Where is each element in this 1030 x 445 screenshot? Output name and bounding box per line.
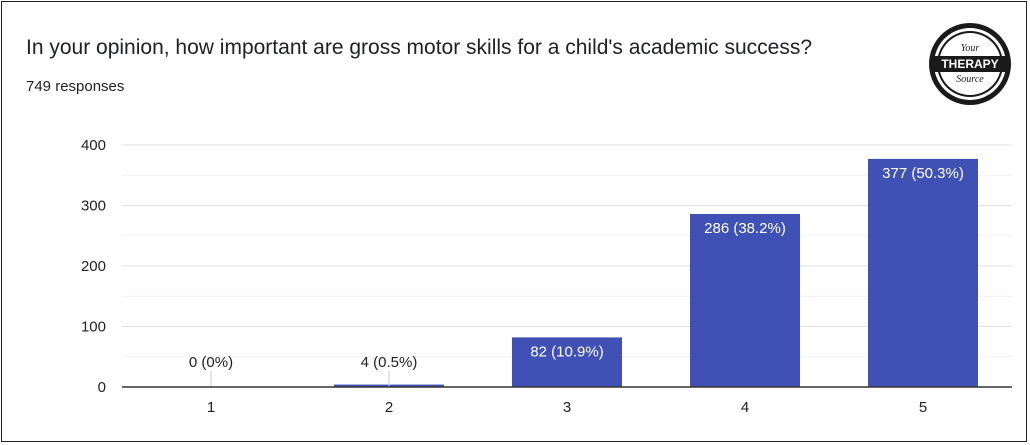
y-tick-label: 0 bbox=[98, 379, 106, 396]
y-tick-label: 400 bbox=[81, 137, 106, 154]
logo-text-source: Source bbox=[956, 74, 984, 85]
data-label: 286 (38.2%) bbox=[704, 220, 786, 237]
logo-text-your: Your bbox=[961, 43, 980, 54]
x-tick-label: 4 bbox=[741, 399, 749, 416]
therapy-source-logo: Your THERAPY Source bbox=[929, 23, 1011, 105]
data-label: 0 (0%) bbox=[189, 354, 233, 371]
response-count: 749 responses bbox=[26, 78, 125, 95]
bar bbox=[690, 213, 800, 387]
logo-text-therapy: THERAPY bbox=[941, 57, 998, 71]
data-label: 82 (10.9%) bbox=[530, 343, 603, 360]
x-tick-label: 5 bbox=[919, 399, 927, 416]
y-tick-label: 100 bbox=[81, 319, 106, 336]
bar bbox=[512, 337, 622, 387]
data-label: 4 (0.5%) bbox=[361, 354, 418, 371]
bar bbox=[868, 158, 978, 387]
y-tick-label: 200 bbox=[81, 258, 106, 275]
y-tick-label: 300 bbox=[81, 198, 106, 215]
x-tick-label: 2 bbox=[385, 399, 393, 416]
data-label: 377 (50.3%) bbox=[882, 165, 964, 182]
logo-seal-icon: Your THERAPY Source bbox=[929, 23, 1011, 105]
chart-title: In your opinion, how important are gross… bbox=[26, 36, 813, 59]
x-tick-label: 1 bbox=[207, 399, 215, 416]
x-tick-label: 3 bbox=[563, 399, 571, 416]
